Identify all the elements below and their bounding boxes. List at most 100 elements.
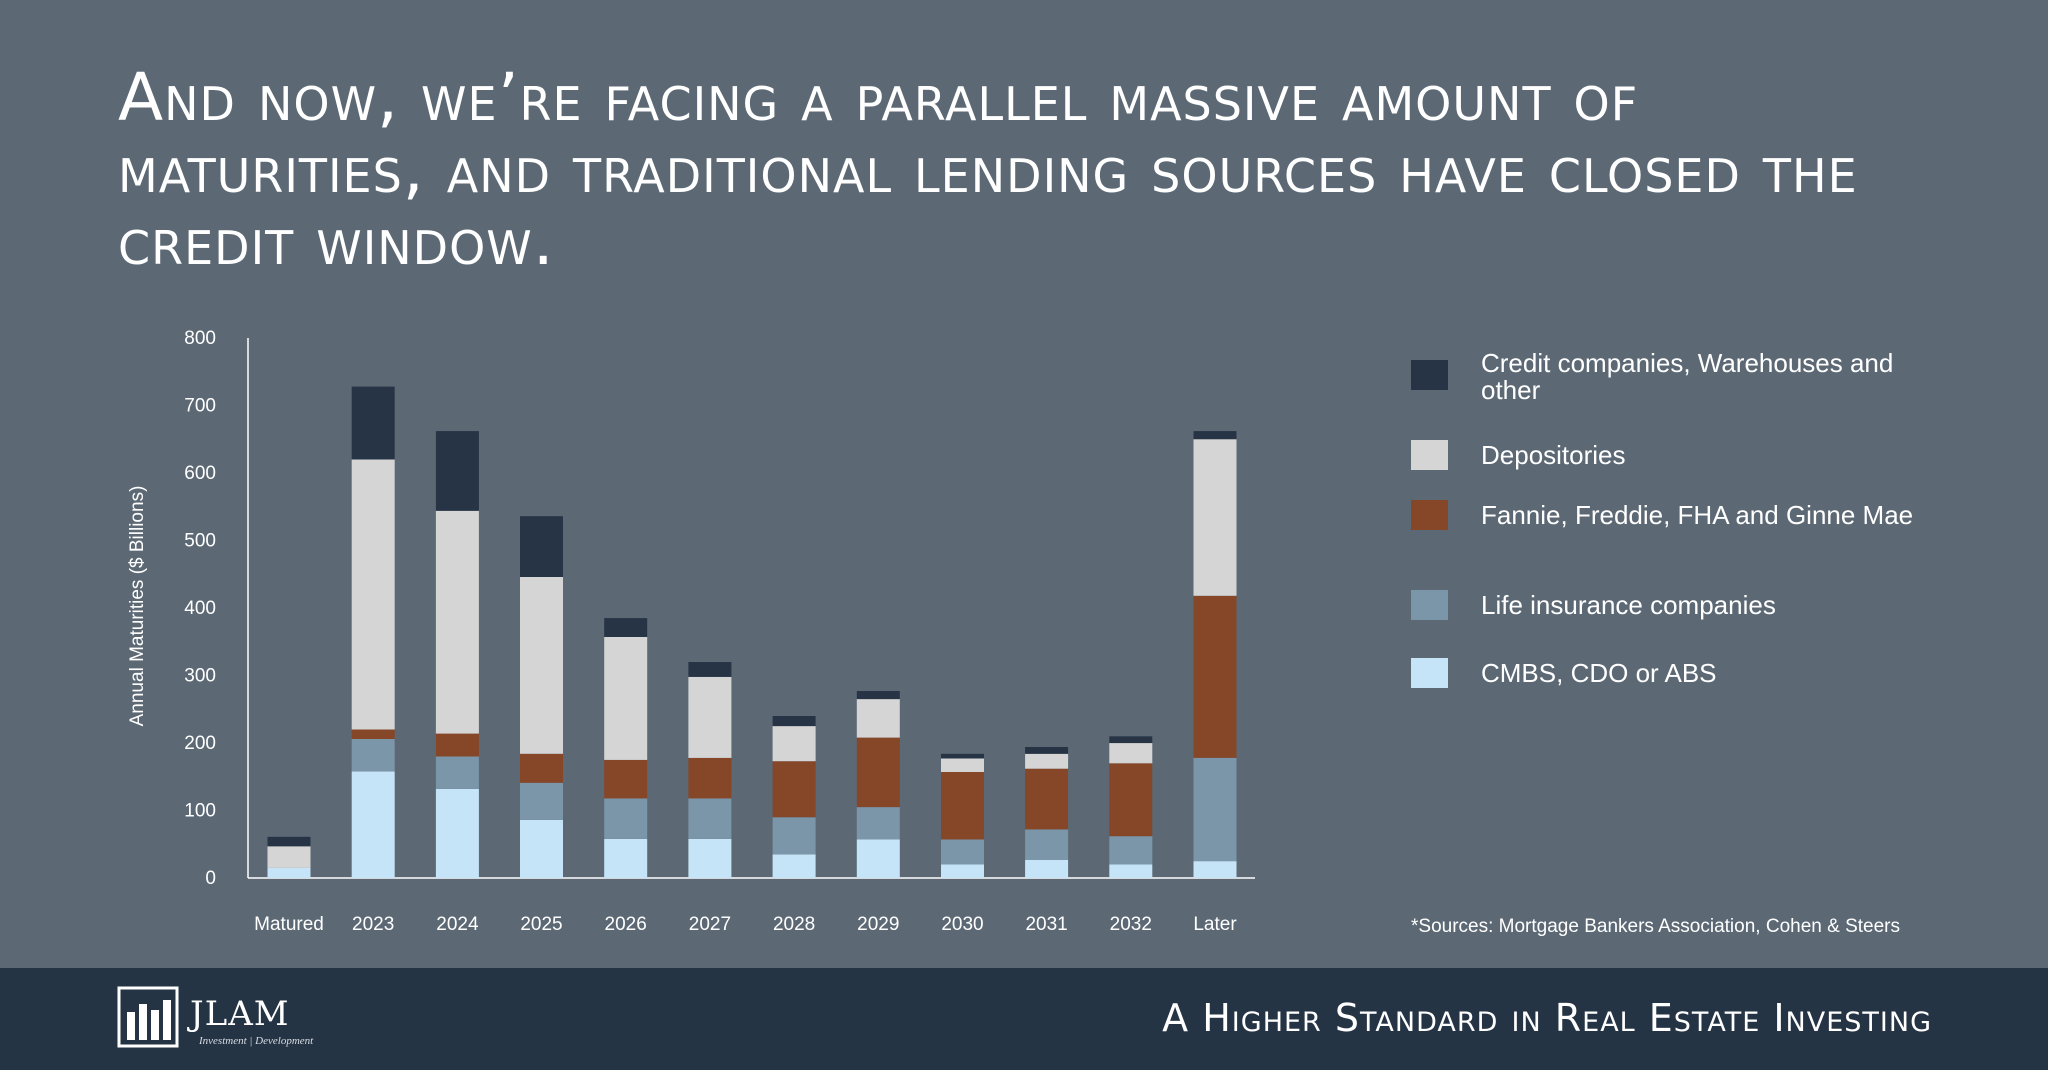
bar-segment bbox=[604, 798, 648, 839]
y-tick-label: 600 bbox=[184, 463, 216, 484]
bar-segment bbox=[520, 576, 563, 754]
bar-segment bbox=[941, 772, 984, 840]
bar-segment bbox=[1025, 747, 1069, 754]
bar-segment bbox=[688, 676, 732, 758]
bar-segment bbox=[941, 839, 984, 865]
bar-segment bbox=[941, 864, 984, 878]
maturities-bar-chart: Annual Maturities ($ Billions) 0 100 200 30… bbox=[127, 328, 1255, 935]
bar-segment bbox=[1193, 595, 1237, 758]
x-tick-label: 2032 bbox=[1110, 914, 1152, 935]
x-tick-label: 2031 bbox=[1025, 914, 1067, 935]
bar-segment bbox=[1025, 753, 1069, 769]
bar-segment bbox=[604, 637, 648, 760]
bar-segment bbox=[520, 516, 563, 577]
y-tick-label: 400 bbox=[184, 598, 216, 619]
y-tick-label: 700 bbox=[184, 396, 216, 417]
x-tick-label: Later bbox=[1193, 914, 1237, 935]
bar-segment bbox=[604, 618, 648, 637]
bar-segment bbox=[856, 807, 900, 840]
legend-item-depositories: Depositories bbox=[1411, 440, 1971, 502]
bar-segment bbox=[351, 771, 395, 879]
bar-segment bbox=[1109, 743, 1153, 764]
bar-segment bbox=[604, 838, 648, 879]
headline: And now, we’re facing a parallel massive… bbox=[118, 59, 1858, 280]
bar-segment bbox=[520, 753, 563, 783]
bar-segment bbox=[1193, 757, 1237, 862]
y-tick-label: 500 bbox=[184, 531, 216, 552]
x-tick-label: 2024 bbox=[436, 914, 479, 935]
bar-segment bbox=[1109, 836, 1153, 865]
bar-stacks bbox=[267, 386, 1237, 879]
legend-item-credit-companies: Credit companies, Warehouses and other bbox=[1411, 350, 1971, 410]
legend-swatch bbox=[1411, 590, 1448, 620]
x-tick-label: 2023 bbox=[352, 914, 394, 935]
x-tick-label: 2027 bbox=[689, 914, 731, 935]
bar-segment bbox=[435, 431, 479, 511]
bar-segment bbox=[772, 854, 816, 878]
footer-tagline: A Higher Standard in Real Estate Investi… bbox=[1162, 996, 1932, 1040]
bar-segment bbox=[688, 662, 732, 677]
bar-segment bbox=[772, 817, 816, 855]
logo-tagline: Investment | Development bbox=[199, 1035, 314, 1047]
legend-swatch bbox=[1411, 500, 1448, 530]
bar-segment bbox=[351, 386, 395, 460]
bar-segment bbox=[520, 782, 563, 820]
bar-segment bbox=[267, 836, 311, 847]
bar-segment bbox=[688, 757, 732, 799]
bar-segment bbox=[856, 691, 900, 700]
bar-segment bbox=[351, 729, 395, 739]
bar-segment bbox=[1025, 768, 1069, 830]
legend-label: Credit companies, Warehouses and other bbox=[1481, 348, 1894, 405]
bar-segment bbox=[1025, 859, 1069, 878]
bar-segment bbox=[351, 459, 395, 730]
bar-segment bbox=[772, 726, 816, 762]
x-tick-label: 2025 bbox=[520, 914, 562, 935]
bar-segment bbox=[1109, 736, 1153, 744]
x-tick-label: 2026 bbox=[605, 914, 647, 935]
x-tick-label: Matured bbox=[254, 914, 324, 935]
legend-swatch bbox=[1411, 360, 1448, 390]
y-tick-label: 100 bbox=[184, 801, 216, 822]
bar-segment bbox=[1109, 864, 1153, 878]
x-tick-labels: Matured 2023 2024 2025 2026 2027 2028 2029 2030 2… bbox=[254, 914, 1237, 935]
y-tick-label: 800 bbox=[184, 328, 216, 349]
bar-segment bbox=[941, 758, 984, 772]
bar-segment bbox=[520, 819, 563, 878]
bar-segment bbox=[688, 798, 732, 839]
y-axis-label: Annual Maturities ($ Billions) bbox=[127, 486, 148, 727]
bar-segment bbox=[435, 733, 479, 757]
x-tick-label: 2029 bbox=[857, 914, 899, 935]
footer-bar: JLAM Investment | Development A Higher S… bbox=[0, 968, 2048, 1070]
bar-segment bbox=[1193, 861, 1237, 878]
y-tick-label: 200 bbox=[184, 733, 216, 754]
legend-swatch bbox=[1411, 440, 1448, 470]
bar-segment bbox=[1025, 829, 1069, 860]
legend-swatch bbox=[1411, 658, 1448, 688]
bar-segment bbox=[351, 738, 395, 772]
bar-segment bbox=[435, 756, 479, 789]
bar-segment bbox=[856, 839, 900, 878]
legend-label: Fannie, Freddie, FHA and Ginne Mae bbox=[1481, 500, 1914, 530]
legend-label: CMBS, CDO or ABS bbox=[1481, 658, 1717, 688]
bar-segment bbox=[435, 788, 479, 878]
legend-item-fannie-freddie: Fannie, Freddie, FHA and Ginne Mae bbox=[1411, 500, 1971, 562]
jlam-logo-icon bbox=[117, 986, 179, 1048]
bar-segment bbox=[267, 867, 311, 878]
bar-segment bbox=[856, 737, 900, 808]
bar-segment bbox=[435, 510, 479, 734]
sources-note: *Sources: Mortgage Bankers Association, … bbox=[1411, 916, 1900, 937]
legend-item-cmbs: CMBS, CDO or ABS bbox=[1411, 658, 1971, 720]
x-tick-label: 2030 bbox=[941, 914, 983, 935]
bar-segment bbox=[772, 716, 816, 727]
bar-segment bbox=[1109, 763, 1153, 837]
bar-segment bbox=[604, 759, 648, 799]
legend-label: Depositories bbox=[1481, 440, 1626, 470]
bar-segment bbox=[856, 699, 900, 738]
bar-segment bbox=[1193, 431, 1237, 440]
y-tick-labels: 0 100 200 300 400 500 600 700 800 bbox=[184, 328, 216, 889]
bar-segment bbox=[772, 761, 816, 818]
bar-segment bbox=[688, 838, 732, 879]
bar-segment bbox=[1193, 439, 1237, 596]
bar-segment bbox=[941, 753, 984, 759]
logo-wordmark: JLAM bbox=[190, 994, 290, 1034]
